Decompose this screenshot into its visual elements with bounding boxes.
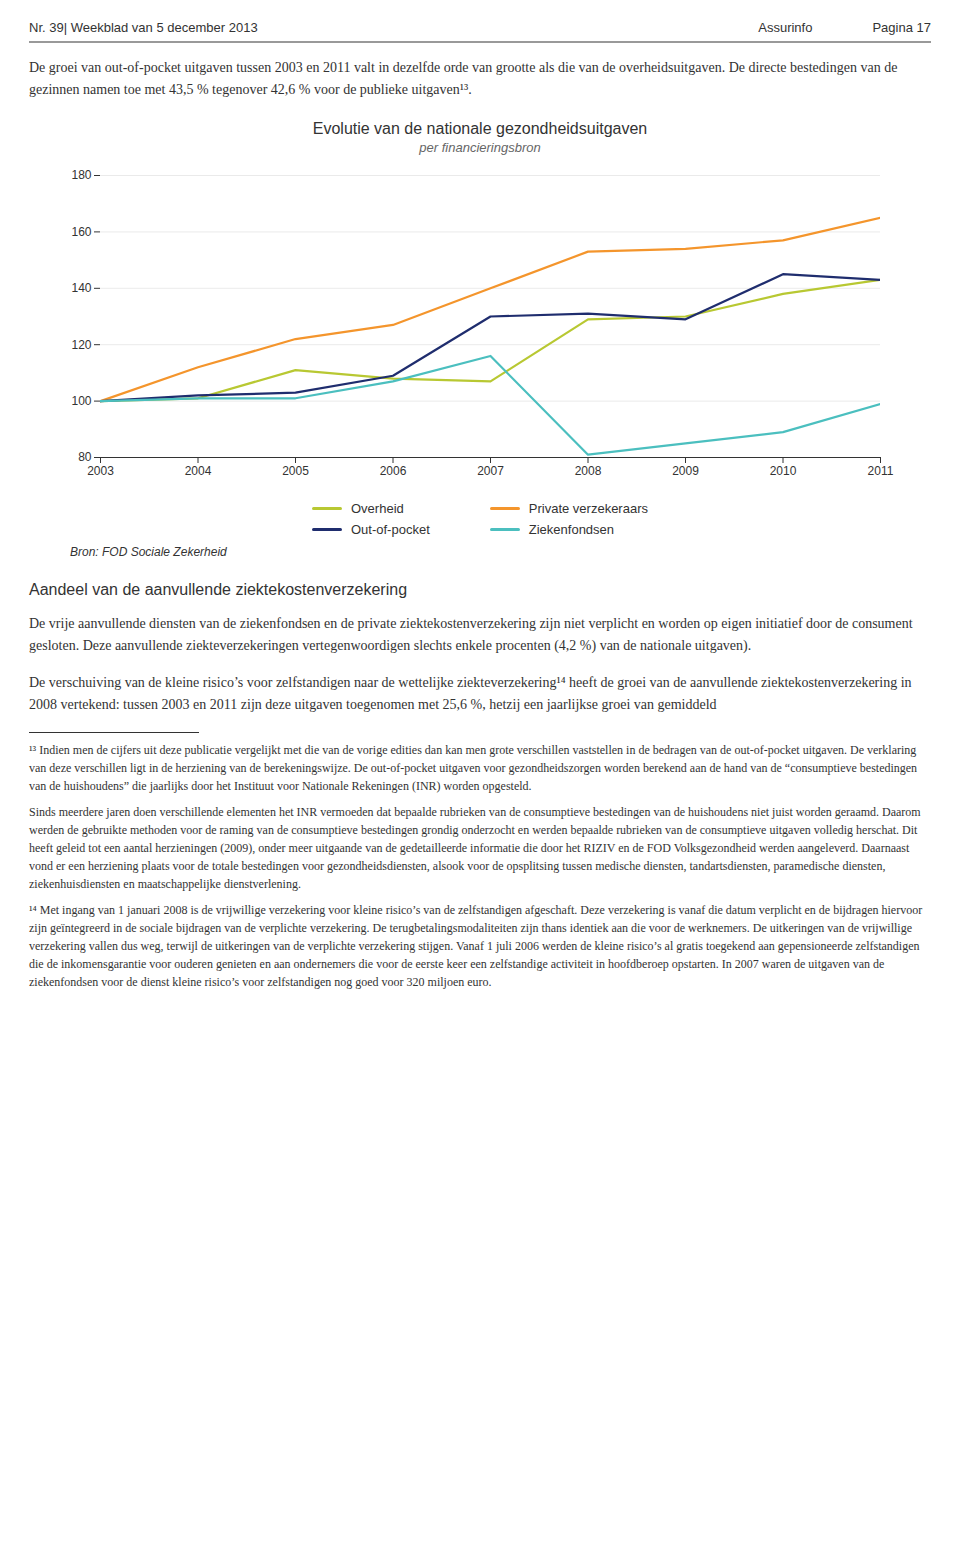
html-text:Aandeel van de aanvullende zie: Aandeel van de aanvullende ziektekostenv…: [29, 580, 407, 598]
html-text:Assurinfo: Assurinfo: [758, 20, 813, 35]
html-text:Out-of-pocket: Out-of-pocket: [351, 521, 430, 537]
html-text:¹⁴ Met ingang van 1 januari 20: ¹⁴ Met ingang van 1 januari 2008 is de v…: [29, 903, 923, 990]
svg-text:140: 140: [71, 281, 91, 295]
html-text:per financieringsbron: per financieringsbron: [419, 139, 541, 155]
html-text:De vrije aanvullende diensten: De vrije aanvullende diensten van de zie…: [29, 615, 913, 654]
svg-text:120: 120: [71, 337, 91, 351]
svg-text:2005: 2005: [282, 464, 309, 478]
svg-text:2009: 2009: [672, 464, 699, 478]
html-text:¹³ Indien men de cijfers uit d: ¹³ Indien men de cijfers uit deze public…: [29, 743, 918, 794]
svg-text:2006: 2006: [380, 464, 407, 478]
svg-text:80: 80: [78, 450, 92, 464]
svg-text:2003: 2003: [87, 464, 114, 478]
svg-text:100: 100: [71, 394, 91, 408]
html-text:Nr. 39| Weekblad van 5 decembe: Nr. 39| Weekblad van 5 december 2013: [29, 20, 258, 35]
svg-text:2010: 2010: [770, 464, 797, 478]
svg-text:2008: 2008: [575, 464, 602, 478]
html-text:Private verzekeraars: Private verzekeraars: [528, 500, 648, 516]
svg-text:180: 180: [71, 168, 91, 182]
html-text:Pagina 17: Pagina 17: [872, 20, 931, 35]
svg-text:160: 160: [71, 225, 91, 239]
svg-text:2007: 2007: [477, 464, 504, 478]
html-text:Sinds meerdere jaren doen vers: Sinds meerdere jaren doen verschillende …: [29, 805, 921, 892]
svg-text:2004: 2004: [185, 464, 212, 478]
html-text:Bron: FOD Sociale Zekerheid: Bron: FOD Sociale Zekerheid: [70, 544, 227, 559]
html-text:De groei van out-of-pocket uit: De groei van out-of-pocket uitgaven tuss…: [29, 60, 898, 98]
svg-text:2011: 2011: [868, 464, 894, 478]
html-text:Evolutie van de nationale gezo: Evolutie van de nationale gezondheidsuit…: [312, 119, 648, 137]
html-text:Overheid: Overheid: [351, 500, 404, 516]
html-text:Ziekenfondsen: Ziekenfondsen: [528, 521, 614, 537]
html-text:De verschuiving van de kleine: De verschuiving van de kleine risico’s v…: [29, 674, 912, 712]
